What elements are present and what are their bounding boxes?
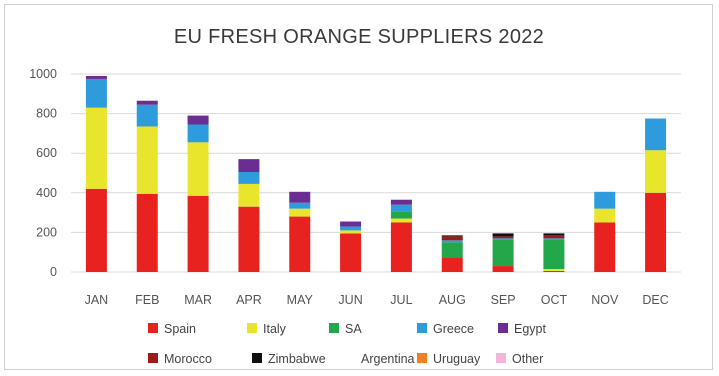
y-tick-label: 0 xyxy=(50,265,57,279)
bar-segment-egypt-may xyxy=(289,191,311,203)
legend-label-morocco: Morocco xyxy=(164,352,212,366)
bar-segment-italy-jul xyxy=(390,218,412,223)
bar-segment-greece-mar xyxy=(187,124,209,143)
legend: Spain Italy SA Greece Egypt Morocco Zimbabwe Ar… xyxy=(148,322,546,366)
y-tick-label: 600 xyxy=(36,146,57,160)
legend-label-greece: Greece xyxy=(433,322,474,336)
legend-label-zimbabwe: Zimbabwe xyxy=(268,352,326,366)
bar-segment-morocco-aug xyxy=(441,236,463,241)
legend-label-egypt: Egypt xyxy=(514,322,546,336)
bar-segment-morocco-sep xyxy=(492,236,514,239)
bar-segment-greece-jul xyxy=(390,204,412,212)
bar-segment-zimbabwe-sep xyxy=(492,233,514,237)
bar-segment-egypt-jan xyxy=(85,75,107,79)
legend-label-other: Other xyxy=(512,352,543,366)
x-tick-label: MAY xyxy=(287,293,314,307)
x-tick-label: SEP xyxy=(491,293,516,307)
legend-label-argentina: Argentina xyxy=(361,352,415,366)
bar-segment-italy-apr xyxy=(238,183,260,207)
bar-segment-morocco-oct xyxy=(543,235,565,239)
legend-swatch-egypt xyxy=(498,323,508,333)
legend-swatch-italy xyxy=(247,323,257,333)
x-tick-label: NOV xyxy=(591,293,619,307)
chart-title: EU FRESH ORANGE SUPPLIERS 2022 xyxy=(174,26,544,48)
bar-segment-italy-dec xyxy=(645,150,667,193)
bar-segment-greece-jan xyxy=(85,78,107,108)
y-axis: 0 200 400 600 800 1000 xyxy=(29,67,57,279)
bar-segment-spain-apr xyxy=(238,206,260,272)
bar-segment-spain-nov xyxy=(594,222,616,272)
chart-frame: EU FRESH ORANGE SUPPLIERS 2022 0 200 400 60… xyxy=(4,4,713,370)
bar-segment-italy-oct xyxy=(543,269,565,272)
bar-segment-sa-sep xyxy=(492,239,514,267)
legend-swatch-other xyxy=(496,353,506,363)
bar-segment-greece-feb xyxy=(136,104,158,127)
bar-segment-sa-oct xyxy=(543,239,565,270)
gridlines xyxy=(71,73,681,273)
legend-swatch-spain xyxy=(148,323,158,333)
bar-segment-egypt-apr xyxy=(238,159,260,173)
bar-segment-greece-jun xyxy=(340,226,362,231)
x-tick-label: MAR xyxy=(184,293,212,307)
bar-segment-sa-jul xyxy=(390,211,412,219)
x-tick-label: OCT xyxy=(541,293,568,307)
legend-label-spain: Spain xyxy=(164,322,196,336)
y-tick-label: 200 xyxy=(36,225,57,239)
legend-swatch-argentina xyxy=(345,353,355,363)
bar-segment-greece-dec xyxy=(645,118,667,151)
bar-segment-spain-dec xyxy=(645,192,667,272)
bar-segment-italy-mar xyxy=(187,142,209,196)
bar-segment-greece-oct xyxy=(543,238,565,240)
bar-segment-greece-nov xyxy=(594,191,616,209)
legend-swatch-morocco xyxy=(148,353,158,363)
bar-segment-spain-sep xyxy=(492,266,514,272)
x-tick-label: JUN xyxy=(338,293,362,307)
bar-segment-spain-jun xyxy=(340,233,362,272)
bar-segment-italy-jan xyxy=(85,107,107,189)
bar-segment-italy-may xyxy=(289,208,311,217)
legend-label-italy: Italy xyxy=(263,322,287,336)
legend-swatch-sa xyxy=(329,323,339,333)
bar-segment-greece-aug xyxy=(441,240,463,243)
x-axis: JAN FEB MAR APR MAY JUN JUL AUG SEP OCT NOV DEC xyxy=(85,293,669,307)
x-tick-label: AUG xyxy=(439,293,466,307)
y-tick-label: 400 xyxy=(36,186,57,200)
bar-segment-zimbabwe-oct xyxy=(543,233,565,236)
bar-segment-spain-jul xyxy=(390,222,412,272)
bar-segment-egypt-jul xyxy=(390,199,412,205)
bar-segment-sa-aug xyxy=(441,242,463,258)
y-tick-label: 1000 xyxy=(29,67,57,81)
legend-swatch-uruguay xyxy=(417,353,427,363)
bar-segment-greece-apr xyxy=(238,172,260,184)
x-tick-label: JUL xyxy=(390,293,412,307)
bar-segment-italy-jun xyxy=(340,230,362,234)
bar-segment-spain-feb xyxy=(136,193,158,272)
bar-segment-zimbabwe-aug xyxy=(441,235,463,237)
x-tick-label: FEB xyxy=(135,293,159,307)
x-tick-label: APR xyxy=(236,293,262,307)
bar-segment-egypt-mar xyxy=(187,115,209,125)
stacked-bar-chart: EU FRESH ORANGE SUPPLIERS 2022 0 200 400 60… xyxy=(29,26,681,366)
legend-label-sa: SA xyxy=(345,322,362,336)
bar-segment-spain-aug xyxy=(441,257,463,272)
bar-segment-greece-sep xyxy=(492,238,514,240)
legend-swatch-zimbabwe xyxy=(252,353,262,363)
bar-segment-spain-jan xyxy=(85,188,107,272)
y-tick-label: 800 xyxy=(36,107,57,121)
bar-segment-spain-mar xyxy=(187,195,209,272)
bar-segment-spain-may xyxy=(289,216,311,272)
bars xyxy=(85,75,667,272)
bar-segment-greece-may xyxy=(289,202,311,209)
bar-segment-italy-feb xyxy=(136,126,158,194)
bar-segment-spain-oct xyxy=(543,271,565,272)
x-tick-label: DEC xyxy=(642,293,668,307)
bar-segment-italy-nov xyxy=(594,208,616,223)
bar-segment-egypt-feb xyxy=(136,100,158,105)
legend-swatch-greece xyxy=(417,323,427,333)
x-tick-label: JAN xyxy=(85,293,109,307)
legend-label-uruguay: Uruguay xyxy=(433,352,481,366)
bar-segment-egypt-jun xyxy=(340,221,362,227)
